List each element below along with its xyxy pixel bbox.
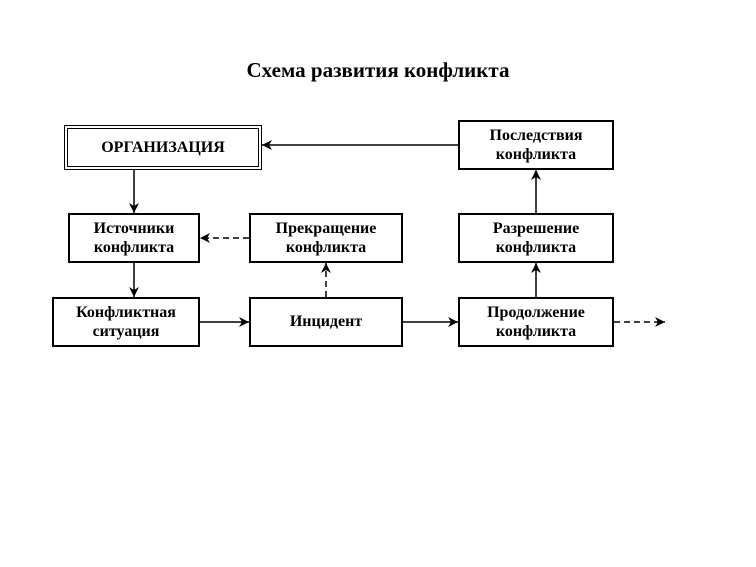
node-label: Прекращениеконфликта	[276, 219, 377, 257]
node-org: ОРГАНИЗАЦИЯ	[64, 125, 262, 170]
node-label: ОРГАНИЗАЦИЯ	[101, 138, 225, 157]
diagram-canvas: Схема развития конфликта ОРГАНИЗАЦИЯ Посл…	[0, 0, 756, 567]
node-prodol: Продолжениеконфликта	[458, 297, 614, 347]
diagram-title: Схема развития конфликта	[0, 58, 756, 83]
node-label: Разрешениеконфликта	[493, 219, 579, 257]
node-label: Источникиконфликта	[94, 219, 175, 257]
node-label: Конфликтнаяситуация	[76, 303, 176, 341]
node-posled: Последствияконфликта	[458, 120, 614, 170]
edges-layer	[0, 0, 756, 567]
node-razr: Разрешениеконфликта	[458, 213, 614, 263]
node-label: Последствияконфликта	[490, 126, 583, 164]
node-label: Продолжениеконфликта	[487, 303, 585, 341]
node-incident: Инцидент	[249, 297, 403, 347]
node-label: Инцидент	[290, 312, 362, 331]
node-prekr: Прекращениеконфликта	[249, 213, 403, 263]
node-istoch: Источникиконфликта	[68, 213, 200, 263]
node-konfsit: Конфликтнаяситуация	[52, 297, 200, 347]
